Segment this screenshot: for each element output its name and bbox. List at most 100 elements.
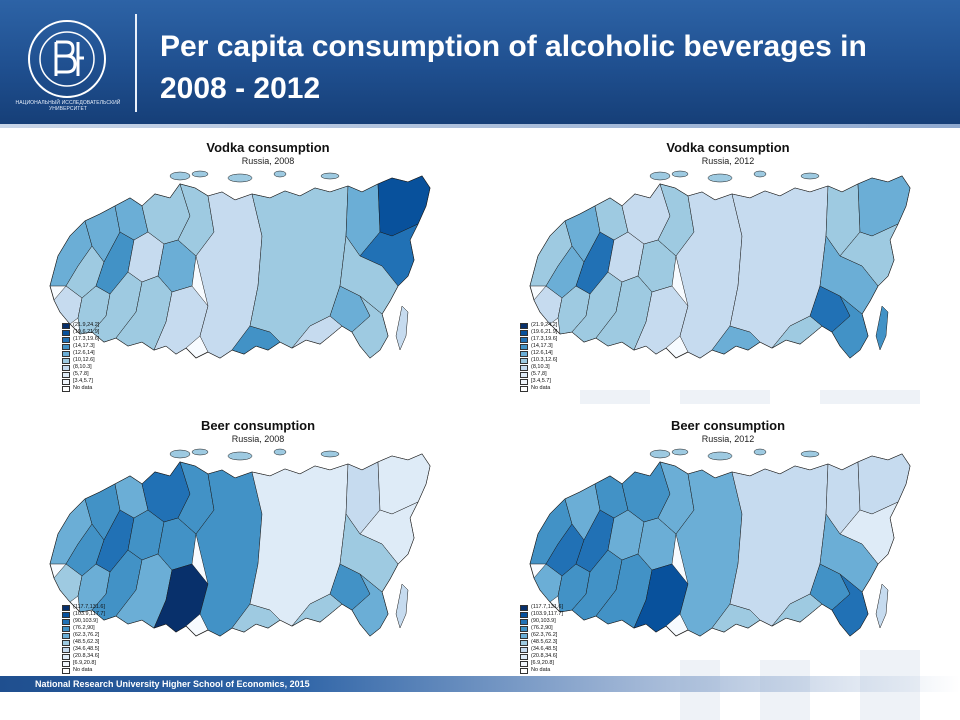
legend-swatch bbox=[62, 639, 70, 646]
header-bar: НАЦИОНАЛЬНЫЙ ИССЛЕДОВАТЕЛЬСКИЙ УНИВЕРСИТ… bbox=[0, 0, 960, 128]
legend-label: (90,103.9] bbox=[73, 618, 98, 624]
map-panel-vodka-2008: Vodka consumption Russia, 2008 (21.9,24.… bbox=[30, 136, 450, 406]
map-title: Vodka consumption bbox=[666, 140, 790, 155]
legend-row: (62.3,76.2] bbox=[62, 632, 132, 639]
legend-row: (21.9,24.2] bbox=[62, 322, 132, 329]
legend-swatch bbox=[520, 357, 528, 364]
legend-swatch bbox=[520, 350, 528, 357]
choropleth-map bbox=[49, 170, 431, 359]
region-shape bbox=[377, 453, 431, 515]
legend-label: (19.6,21.9] bbox=[531, 329, 558, 335]
legend-row: (103.9,117.7] bbox=[62, 611, 132, 618]
map-legend: (117.7,131.6] (103.9,117.7] (90,103.9] (76.… bbox=[520, 604, 590, 674]
legend-label: (21.9,24.2] bbox=[73, 322, 100, 328]
map-subtitle: Russia, 2008 bbox=[231, 434, 285, 444]
legend-label: (34.6,48.5] bbox=[73, 646, 100, 652]
legend-row: (90,103.9] bbox=[62, 618, 132, 625]
legend-label: (8,10.3] bbox=[73, 364, 92, 370]
legend-row: (48.5,62.3] bbox=[62, 639, 132, 646]
legend-label: No data bbox=[73, 667, 93, 673]
sakhalin-shape bbox=[395, 583, 409, 629]
legend-label: (76.2,90] bbox=[73, 625, 95, 631]
legend-swatch bbox=[62, 350, 70, 357]
map-panel-vodka-2012: Vodka consumption Russia, 2012 (21.9,24.… bbox=[510, 136, 930, 406]
legend-label: (117.7,131.6] bbox=[73, 604, 106, 610]
region-shape bbox=[831, 573, 869, 637]
region-shape bbox=[339, 513, 399, 593]
legend-swatch bbox=[62, 611, 70, 618]
legend-swatch bbox=[62, 364, 70, 371]
legend-label: (10.3,12.6] bbox=[531, 357, 558, 363]
region-shape bbox=[819, 513, 879, 593]
map-legend: (21.9,24.2] (19.6,21.9] (17.3,19.6] (14,17.… bbox=[62, 322, 132, 392]
legend-row: (90,103.9] bbox=[520, 618, 590, 625]
island-shape bbox=[320, 450, 340, 458]
legend-row: (17.3,19.6] bbox=[520, 336, 590, 343]
legend-swatch bbox=[520, 653, 528, 660]
legend-row: (17.3,19.6] bbox=[62, 336, 132, 343]
legend-label: [6.9,20.8] bbox=[531, 660, 554, 666]
legend-swatch bbox=[520, 632, 528, 639]
legend-swatch bbox=[62, 385, 70, 392]
island-shape bbox=[649, 449, 671, 459]
legend-row: (5.7,8] bbox=[520, 371, 590, 378]
legend-label: [3.4,5.7] bbox=[531, 378, 551, 384]
island-shape bbox=[320, 172, 340, 180]
legend-label: (76.2,90] bbox=[531, 625, 553, 631]
island-shape bbox=[707, 173, 733, 183]
island-shape bbox=[671, 448, 689, 456]
legend-swatch bbox=[520, 625, 528, 632]
choropleth-map bbox=[529, 448, 911, 637]
region-shape bbox=[153, 285, 209, 355]
legend-row: (117.7,131.6] bbox=[520, 604, 590, 611]
legend-row: (12.6,14] bbox=[62, 350, 132, 357]
legend-swatch bbox=[520, 364, 528, 371]
legend-row: (76.2,90] bbox=[62, 625, 132, 632]
legend-row: (8,10.3] bbox=[62, 364, 132, 371]
region-shape bbox=[819, 235, 879, 315]
legend-swatch bbox=[520, 667, 528, 674]
page-title: Per capita consumption of alcoholic beve… bbox=[160, 30, 867, 105]
legend-swatch bbox=[62, 604, 70, 611]
hse-emblem-icon bbox=[28, 20, 106, 98]
island-shape bbox=[649, 171, 671, 181]
legend-row: (5,7.8] bbox=[62, 371, 132, 378]
footer-text: National Research University Higher Scho… bbox=[35, 679, 310, 689]
region-shape bbox=[633, 563, 689, 633]
legend-swatch bbox=[62, 632, 70, 639]
legend-swatch bbox=[62, 667, 70, 674]
legend-swatch bbox=[62, 343, 70, 350]
region-shape bbox=[857, 453, 911, 515]
legend-label: (103.9,117.7] bbox=[73, 611, 106, 617]
map-legend: (21.9,24.2] (19.6,21.9] (17.3,19.6] (14,17.… bbox=[520, 322, 590, 392]
island-shape bbox=[227, 173, 253, 183]
legend-row: (14,17.3] bbox=[520, 343, 590, 350]
map-panel-beer-2012: Beer consumption Russia, 2012 (117.7,131… bbox=[510, 414, 930, 684]
legend-swatch bbox=[62, 625, 70, 632]
legend-label: (20.8,34.6] bbox=[531, 653, 558, 659]
legend-row: (21.9,24.2] bbox=[520, 322, 590, 329]
map-title: Beer consumption bbox=[200, 418, 316, 433]
legend-row: [6.9,20.8] bbox=[62, 660, 132, 667]
legend-row: (34.6,48.5] bbox=[62, 646, 132, 653]
legend-label: (10,12.6] bbox=[73, 357, 95, 363]
legend-swatch bbox=[62, 378, 70, 385]
legend-row: (14,17.3] bbox=[62, 343, 132, 350]
legend-label: (20.8,34.6] bbox=[73, 653, 100, 659]
legend-label: (14,17.3] bbox=[73, 343, 95, 349]
legend-swatch bbox=[520, 329, 528, 336]
island-shape bbox=[191, 170, 209, 178]
legend-swatch bbox=[62, 322, 70, 329]
legend-swatch bbox=[62, 660, 70, 667]
island-shape bbox=[800, 450, 820, 458]
legend-swatch bbox=[62, 653, 70, 660]
legend-swatch bbox=[520, 371, 528, 378]
island-shape bbox=[707, 451, 733, 461]
island-shape bbox=[273, 448, 287, 456]
map-subtitle: Russia, 2012 bbox=[701, 156, 755, 166]
map-subtitle: Russia, 2008 bbox=[241, 156, 295, 166]
legend-row: (117.7,131.6] bbox=[62, 604, 132, 611]
legend-label: (90,103.9] bbox=[531, 618, 556, 624]
region-shape bbox=[633, 285, 689, 355]
legend-label: (17.3,19.6] bbox=[531, 336, 558, 342]
